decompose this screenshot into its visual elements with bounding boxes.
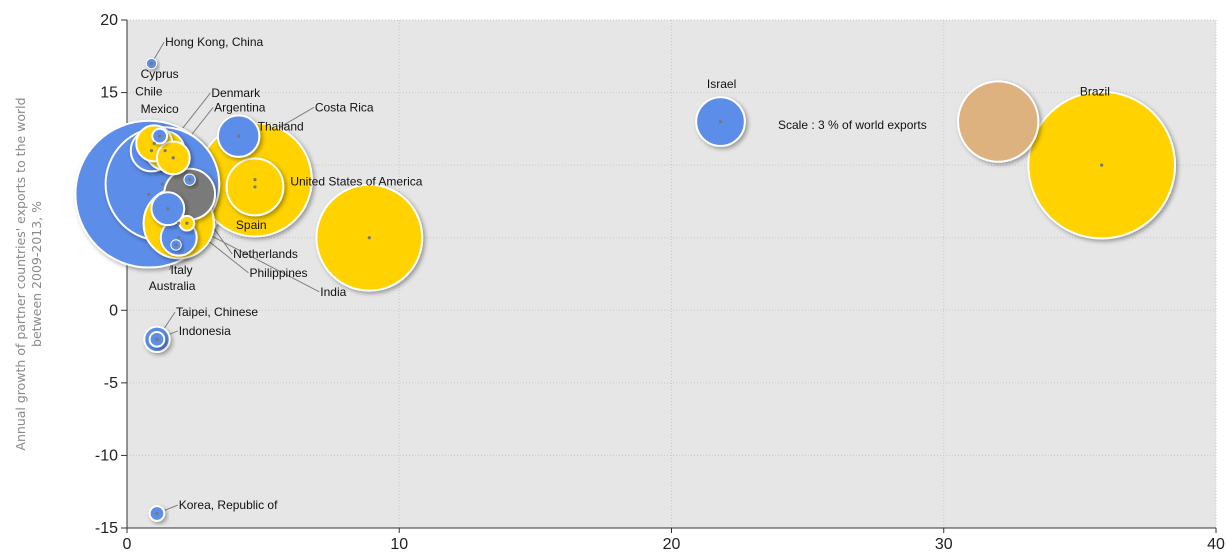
bubble-label: Brazil <box>1080 84 1110 98</box>
bubble-label: Philippines <box>250 266 308 280</box>
bubble-center-dot <box>188 193 191 196</box>
bubble-label: Australia <box>149 279 196 293</box>
bubble-center-dot <box>164 149 167 152</box>
bubble-label: Denmark <box>211 86 261 100</box>
y-tick-label: -5 <box>104 375 118 392</box>
bubble-label: United States of America <box>290 174 422 188</box>
x-tick-label: 40 <box>1207 536 1225 553</box>
y-axis-label-line-2: between 2009-2013, % <box>29 201 44 347</box>
y-tick-label: 15 <box>100 85 118 102</box>
bubble-label: Indonesia <box>179 324 231 338</box>
y-axis-label-line-1: Annual growth of partner countries' expo… <box>13 97 28 450</box>
scale-bubble <box>958 81 1038 161</box>
bubble-center-dot <box>174 243 177 246</box>
bubble-center-dot <box>155 338 158 341</box>
bubble-label: Italy <box>171 263 193 277</box>
bubble-center-dot <box>719 120 722 123</box>
bubble-label: Chile <box>135 84 163 98</box>
x-tick-label: 10 <box>390 536 408 553</box>
bubble-center-dot <box>166 207 169 210</box>
bubble-center-dot <box>158 135 161 138</box>
y-tick-label: 0 <box>109 302 118 319</box>
bubble-center-dot <box>155 512 158 515</box>
bubble-center-dot <box>1100 164 1103 167</box>
bubble-center-dot <box>161 182 164 185</box>
bubble-center-dot <box>153 142 156 145</box>
bubble-center-dot <box>177 236 180 239</box>
bubble-label: Mexico <box>141 102 179 116</box>
bubble-center-dot <box>188 178 191 181</box>
y-tick-label: -15 <box>95 520 118 537</box>
bubble-label: Spain <box>236 218 267 232</box>
x-tick-label: 20 <box>663 536 681 553</box>
bubble-label: Korea, Republic of <box>179 498 278 512</box>
scale-note: Scale : 3 % of world exports <box>778 118 927 132</box>
bubble-center-dot <box>253 178 256 181</box>
x-tick-label: 0 <box>123 536 132 553</box>
bubble-label: Netherlands <box>233 247 298 261</box>
y-tick-label: -10 <box>95 447 118 464</box>
bubble-center-dot <box>185 222 188 225</box>
bubble-label: Israel <box>707 77 736 91</box>
bubble-label: Costa Rica <box>315 100 374 114</box>
bubble-label: Hong Kong, China <box>165 35 263 49</box>
bubble-center-dot <box>147 193 150 196</box>
bubble-label: Taipei, Chinese <box>176 305 258 319</box>
bubble-label: Argentina <box>214 100 266 114</box>
bubble-center-dot <box>237 135 240 138</box>
y-axis-label: Annual growth of partner countries' expo… <box>13 97 44 450</box>
bubble-center-dot <box>368 236 371 239</box>
bubble-center-dot <box>177 222 180 225</box>
bubble-label: India <box>320 285 346 299</box>
y-tick-label: 20 <box>100 12 118 29</box>
bubble-label: Thailand <box>258 119 304 133</box>
bubble-center-dot <box>150 62 153 65</box>
bubble-center-dot <box>253 185 256 188</box>
bubble-label: Cyprus <box>141 67 179 81</box>
bubble-center-dot <box>172 156 175 159</box>
x-tick-label: 30 <box>935 536 953 553</box>
bubble-center-dot <box>150 149 153 152</box>
